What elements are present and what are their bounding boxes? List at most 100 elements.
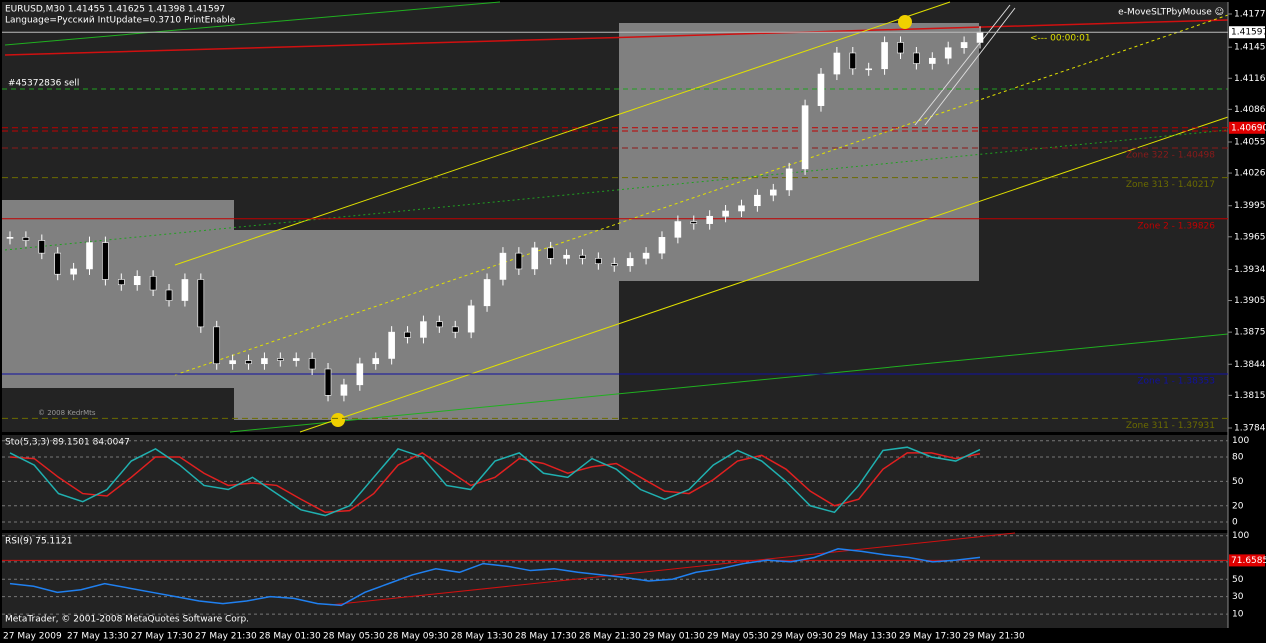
candle xyxy=(356,363,364,386)
time-label: 27 May 21:30 xyxy=(195,632,257,642)
candle xyxy=(801,105,809,170)
time-label: 29 May 09:30 xyxy=(771,632,833,642)
price-label: 1.38750 xyxy=(1234,328,1266,338)
zone-label: Zone 322 - 1.40498 xyxy=(1126,151,1215,161)
time-label: 29 May 13:30 xyxy=(835,632,897,642)
channel-line xyxy=(174,1,951,266)
channel-line xyxy=(924,7,1016,126)
candle xyxy=(245,360,252,365)
stoch-pane xyxy=(2,435,1228,530)
candle xyxy=(213,326,221,365)
price-box xyxy=(1229,121,1265,134)
price-label: 1.39345 xyxy=(1234,265,1266,275)
candle xyxy=(54,252,62,275)
candle xyxy=(738,205,745,212)
time-label: 28 May 09:30 xyxy=(387,632,449,642)
tick-label: 100 xyxy=(1232,531,1249,541)
candle xyxy=(754,194,761,207)
trend-line xyxy=(229,333,1229,433)
candle xyxy=(324,368,332,396)
candle xyxy=(499,252,507,280)
candle xyxy=(197,279,205,328)
candle xyxy=(642,252,650,259)
stoch-label: Sto(5,3,3) 89.1501 84.0047 xyxy=(5,438,130,448)
candle xyxy=(674,221,682,238)
tick-label: 100 xyxy=(1232,436,1249,446)
candle xyxy=(690,221,698,224)
candle xyxy=(165,289,173,301)
time-label: 28 May 21:30 xyxy=(579,632,641,642)
order-label: #45372836 sell xyxy=(8,79,79,89)
candle xyxy=(722,210,729,217)
channel-line xyxy=(299,116,1229,433)
price-label: 1.38150 xyxy=(1234,391,1266,401)
price-box xyxy=(1229,26,1265,39)
candle xyxy=(833,52,841,75)
symbol-line: EURUSD,M30 1.41455 1.41625 1.41398 1.415… xyxy=(5,5,225,15)
time-label: 28 May 17:30 xyxy=(515,632,577,642)
footer: MetaTrader, © 2001-2008 MetaQuotes Softw… xyxy=(5,615,249,625)
marker xyxy=(331,413,345,427)
time-label: 29 May 17:30 xyxy=(899,632,961,642)
candle xyxy=(308,358,316,370)
settings-line: Language=Русский IntUpdate=0.3710 PrintE… xyxy=(5,16,236,26)
zone-label: Zone 313 - 1.40217 xyxy=(1126,180,1215,190)
candle xyxy=(38,240,46,254)
time-label: 28 May 05:30 xyxy=(323,632,385,642)
candle xyxy=(6,237,14,239)
tick-label: 50 xyxy=(1232,477,1244,487)
marker xyxy=(898,15,912,29)
candle xyxy=(897,42,904,54)
candle xyxy=(420,321,427,338)
candle xyxy=(229,360,236,365)
candle xyxy=(388,331,395,359)
candle xyxy=(149,276,157,291)
candle xyxy=(372,358,380,365)
candle xyxy=(579,254,586,259)
price-label: 1.39050 xyxy=(1234,296,1266,306)
candle xyxy=(531,247,539,270)
price-label: 1.41597 xyxy=(1231,28,1266,38)
candle xyxy=(451,326,459,333)
trend-line xyxy=(4,1,501,46)
price-label: 1.40260 xyxy=(1234,169,1266,179)
stoch-signal xyxy=(9,452,981,514)
candle xyxy=(913,52,920,64)
candle xyxy=(960,42,968,49)
candle xyxy=(181,279,189,301)
candle xyxy=(404,331,411,338)
trend-line xyxy=(329,532,1016,606)
candle xyxy=(86,242,93,270)
zone-label: Zone 1 - 1.38353 xyxy=(1137,376,1215,386)
candle xyxy=(261,358,268,365)
price-label: 1.39655 xyxy=(1234,232,1266,242)
channel-line xyxy=(914,4,1011,126)
candle xyxy=(976,31,984,43)
rsi-label: RSI(9) 75.1121 xyxy=(5,537,72,547)
candle xyxy=(626,258,634,267)
candle xyxy=(928,57,936,64)
candle xyxy=(595,258,602,264)
price-label: 1.38445 xyxy=(1234,360,1266,370)
price-label: 1.41160 xyxy=(1234,74,1266,84)
candle xyxy=(515,252,523,270)
candle xyxy=(22,237,30,241)
time-label: 29 May 01:30 xyxy=(643,632,705,642)
time-label: 28 May 13:30 xyxy=(451,632,513,642)
rsi-line xyxy=(9,548,981,607)
time-label: 28 May 01:30 xyxy=(259,632,321,642)
time-label: 29 May 05:30 xyxy=(707,632,769,642)
candle xyxy=(292,358,300,361)
time-label: 27 May 17:30 xyxy=(131,632,193,642)
candle xyxy=(658,237,666,254)
zone-label: Zone 2 - 1.39826 xyxy=(1137,221,1215,231)
expert-name: e-MoveSLTPbyMouse ☺ xyxy=(1118,7,1224,18)
price-label: 1.37840 xyxy=(1234,423,1266,433)
candle xyxy=(563,254,570,259)
candle xyxy=(944,47,952,59)
time-label: 29 May 21:30 xyxy=(963,632,1025,642)
price-label: 1.40690 xyxy=(1231,123,1266,133)
candle xyxy=(849,52,857,70)
candle xyxy=(340,384,348,396)
